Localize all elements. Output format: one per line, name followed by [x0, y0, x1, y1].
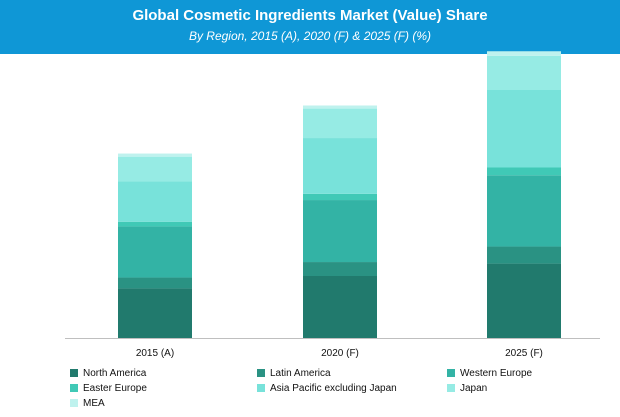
legend-swatch	[257, 369, 265, 377]
bar-segment	[118, 226, 192, 278]
chart-header: Global Cosmetic Ingredients Market (Valu…	[0, 0, 620, 54]
bar-segment	[303, 200, 377, 263]
legend-swatch	[70, 384, 78, 392]
bar-segment	[303, 262, 377, 276]
bar-segment	[487, 246, 561, 264]
bar-segment	[303, 276, 377, 338]
bar-segment	[303, 108, 377, 139]
legend-item: Western Europe	[447, 366, 532, 380]
legend-label: Easter Europe	[83, 382, 147, 394]
legend-label: Latin America	[270, 367, 331, 379]
chart-legend: North America Latin America Western Europe…	[70, 365, 600, 415]
legend-swatch	[70, 399, 78, 407]
legend-item: Latin America	[257, 366, 331, 380]
x-tick-label: 2015 (A)	[136, 348, 174, 359]
bar-segment	[487, 167, 561, 176]
legend-item: North America	[70, 366, 146, 380]
legend-item: Easter Europe	[70, 381, 147, 395]
legend-swatch	[447, 369, 455, 377]
bar-segment	[303, 105, 377, 109]
bar-segment	[487, 175, 561, 247]
chart-title: Global Cosmetic Ingredients Market (Valu…	[132, 7, 488, 24]
x-tick-label: 2025 (F)	[505, 348, 543, 359]
bar-segment	[487, 55, 561, 90]
legend-label: MEA	[83, 397, 105, 409]
bar-segment	[303, 138, 377, 194]
bar-segment	[118, 153, 192, 157]
bar-segment	[487, 263, 561, 338]
legend-swatch	[70, 369, 78, 377]
legend-swatch	[447, 384, 455, 392]
bar-segment	[118, 156, 192, 182]
legend-label: Japan	[460, 382, 488, 394]
bar-segment	[118, 221, 192, 227]
x-tick-label: 2020 (F)	[321, 348, 359, 359]
bar-segment	[487, 51, 561, 56]
legend-swatch	[257, 384, 265, 392]
legend-item: Japan	[447, 381, 487, 395]
legend-label: Western Europe	[460, 367, 533, 379]
stacked-bar-chart: 2015 (A) 2020 (F) 2025 (F)	[65, 51, 600, 359]
legend-label: Asia Pacific excluding Japan	[270, 382, 397, 394]
legend-item: Asia Pacific excluding Japan	[257, 381, 397, 395]
legend-item: MEA	[70, 396, 105, 410]
bar-segment	[487, 90, 561, 168]
chart-subtitle: By Region, 2015 (A), 2020 (F) & 2025 (F)…	[188, 29, 432, 43]
bar-segment	[118, 181, 192, 222]
legend-label: North America	[83, 367, 147, 379]
bar-segment	[118, 288, 192, 338]
bar-segment	[303, 193, 377, 201]
bar-segment	[118, 277, 192, 289]
